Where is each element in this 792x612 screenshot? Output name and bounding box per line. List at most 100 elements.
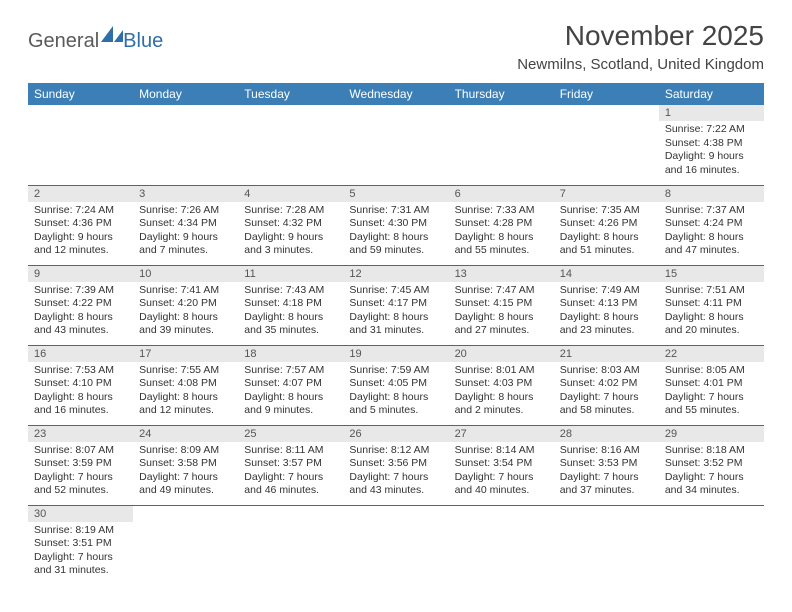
day-line: and 58 minutes. — [560, 404, 653, 418]
calendar-cell: 12Sunrise: 7:45 AMSunset: 4:17 PMDayligh… — [343, 265, 448, 345]
calendar-cell: 21Sunrise: 8:03 AMSunset: 4:02 PMDayligh… — [554, 345, 659, 425]
calendar-row: 23Sunrise: 8:07 AMSunset: 3:59 PMDayligh… — [28, 425, 764, 505]
calendar-cell — [554, 105, 659, 185]
title-block: November 2025 Newmilns, Scotland, United… — [517, 20, 764, 73]
day-line: and 55 minutes. — [455, 244, 548, 258]
day-number: 14 — [554, 266, 659, 282]
day-line: Daylight: 8 hours — [349, 231, 442, 245]
logo-text-blue: Blue — [123, 30, 163, 53]
calendar-row: 2Sunrise: 7:24 AMSunset: 4:36 PMDaylight… — [28, 185, 764, 265]
day-number: 2 — [28, 186, 133, 202]
day-line: Sunrise: 7:28 AM — [244, 204, 337, 218]
day-line: Sunrise: 7:53 AM — [34, 364, 127, 378]
day-line: Sunrise: 7:43 AM — [244, 284, 337, 298]
day-line: Sunset: 3:57 PM — [244, 457, 337, 471]
day-content: Sunrise: 7:26 AMSunset: 4:34 PMDaylight:… — [133, 202, 238, 263]
weekday-header: Friday — [554, 83, 659, 105]
day-line: Sunset: 4:08 PM — [139, 377, 232, 391]
day-line: Sunset: 4:13 PM — [560, 297, 653, 311]
day-line: Daylight: 7 hours — [139, 471, 232, 485]
calendar-cell — [449, 105, 554, 185]
day-line: Sunrise: 8:18 AM — [665, 444, 758, 458]
day-line: and 59 minutes. — [349, 244, 442, 258]
calendar-cell — [238, 105, 343, 185]
day-line: Sunrise: 7:55 AM — [139, 364, 232, 378]
day-number: 30 — [28, 506, 133, 522]
day-line: Daylight: 7 hours — [560, 471, 653, 485]
header: General Blue November 2025 Newmilns, Sco… — [28, 20, 764, 73]
day-line: and 35 minutes. — [244, 324, 337, 338]
day-line: Sunrise: 7:35 AM — [560, 204, 653, 218]
day-line: and 3 minutes. — [244, 244, 337, 258]
day-line: Sunset: 4:02 PM — [560, 377, 653, 391]
day-line: Sunset: 4:17 PM — [349, 297, 442, 311]
day-line: and 16 minutes. — [34, 404, 127, 418]
day-content: Sunrise: 8:05 AMSunset: 4:01 PMDaylight:… — [659, 362, 764, 423]
day-number: 16 — [28, 346, 133, 362]
calendar-row: 9Sunrise: 7:39 AMSunset: 4:22 PMDaylight… — [28, 265, 764, 345]
calendar-cell: 22Sunrise: 8:05 AMSunset: 4:01 PMDayligh… — [659, 345, 764, 425]
day-content: Sunrise: 7:45 AMSunset: 4:17 PMDaylight:… — [343, 282, 448, 343]
day-content: Sunrise: 7:41 AMSunset: 4:20 PMDaylight:… — [133, 282, 238, 343]
day-number: 4 — [238, 186, 343, 202]
day-line: Sunset: 3:54 PM — [455, 457, 548, 471]
day-content: Sunrise: 7:59 AMSunset: 4:05 PMDaylight:… — [343, 362, 448, 423]
day-line: Daylight: 8 hours — [244, 391, 337, 405]
day-content: Sunrise: 7:33 AMSunset: 4:28 PMDaylight:… — [449, 202, 554, 263]
day-line: Daylight: 8 hours — [665, 311, 758, 325]
day-line: Sunrise: 8:05 AM — [665, 364, 758, 378]
day-line: Sunrise: 8:01 AM — [455, 364, 548, 378]
day-line: Daylight: 7 hours — [349, 471, 442, 485]
weekday-header: Tuesday — [238, 83, 343, 105]
day-line: Daylight: 8 hours — [455, 311, 548, 325]
day-number: 27 — [449, 426, 554, 442]
day-content: Sunrise: 7:24 AMSunset: 4:36 PMDaylight:… — [28, 202, 133, 263]
day-content: Sunrise: 7:47 AMSunset: 4:15 PMDaylight:… — [449, 282, 554, 343]
day-content: Sunrise: 8:14 AMSunset: 3:54 PMDaylight:… — [449, 442, 554, 503]
day-line: Sunrise: 7:26 AM — [139, 204, 232, 218]
day-line: Sunset: 3:56 PM — [349, 457, 442, 471]
day-line: Sunset: 3:53 PM — [560, 457, 653, 471]
day-number: 5 — [343, 186, 448, 202]
day-content: Sunrise: 7:49 AMSunset: 4:13 PMDaylight:… — [554, 282, 659, 343]
day-number: 24 — [133, 426, 238, 442]
day-number: 19 — [343, 346, 448, 362]
day-line: Sunrise: 7:39 AM — [34, 284, 127, 298]
day-line: Sunset: 4:36 PM — [34, 217, 127, 231]
day-number: 10 — [133, 266, 238, 282]
calendar-cell: 9Sunrise: 7:39 AMSunset: 4:22 PMDaylight… — [28, 265, 133, 345]
calendar-cell: 4Sunrise: 7:28 AMSunset: 4:32 PMDaylight… — [238, 185, 343, 265]
day-line: Sunset: 4:15 PM — [455, 297, 548, 311]
calendar-cell — [554, 505, 659, 585]
day-line: Sunrise: 8:03 AM — [560, 364, 653, 378]
calendar-cell: 24Sunrise: 8:09 AMSunset: 3:58 PMDayligh… — [133, 425, 238, 505]
day-line: Sunrise: 8:14 AM — [455, 444, 548, 458]
day-line: and 40 minutes. — [455, 484, 548, 498]
day-line: and 31 minutes. — [349, 324, 442, 338]
day-line: and 46 minutes. — [244, 484, 337, 498]
day-line: Sunset: 4:24 PM — [665, 217, 758, 231]
day-line: Sunset: 4:30 PM — [349, 217, 442, 231]
day-line: Sunset: 4:26 PM — [560, 217, 653, 231]
day-number: 11 — [238, 266, 343, 282]
day-line: Sunset: 4:28 PM — [455, 217, 548, 231]
day-line: Sunset: 3:59 PM — [34, 457, 127, 471]
weekday-header: Monday — [133, 83, 238, 105]
day-content: Sunrise: 8:09 AMSunset: 3:58 PMDaylight:… — [133, 442, 238, 503]
day-line: and 39 minutes. — [139, 324, 232, 338]
day-content: Sunrise: 7:37 AMSunset: 4:24 PMDaylight:… — [659, 202, 764, 263]
day-content: Sunrise: 8:07 AMSunset: 3:59 PMDaylight:… — [28, 442, 133, 503]
day-line: and 5 minutes. — [349, 404, 442, 418]
day-line: Sunrise: 7:37 AM — [665, 204, 758, 218]
day-line: Sunset: 4:11 PM — [665, 297, 758, 311]
calendar-cell — [343, 505, 448, 585]
day-line: and 51 minutes. — [560, 244, 653, 258]
logo-text-general: General — [28, 30, 99, 53]
day-content: Sunrise: 7:55 AMSunset: 4:08 PMDaylight:… — [133, 362, 238, 423]
day-content: Sunrise: 7:28 AMSunset: 4:32 PMDaylight:… — [238, 202, 343, 263]
day-line: Sunset: 4:01 PM — [665, 377, 758, 391]
calendar-cell: 6Sunrise: 7:33 AMSunset: 4:28 PMDaylight… — [449, 185, 554, 265]
day-line: Daylight: 7 hours — [34, 471, 127, 485]
day-line: Daylight: 9 hours — [665, 150, 758, 164]
day-number: 9 — [28, 266, 133, 282]
